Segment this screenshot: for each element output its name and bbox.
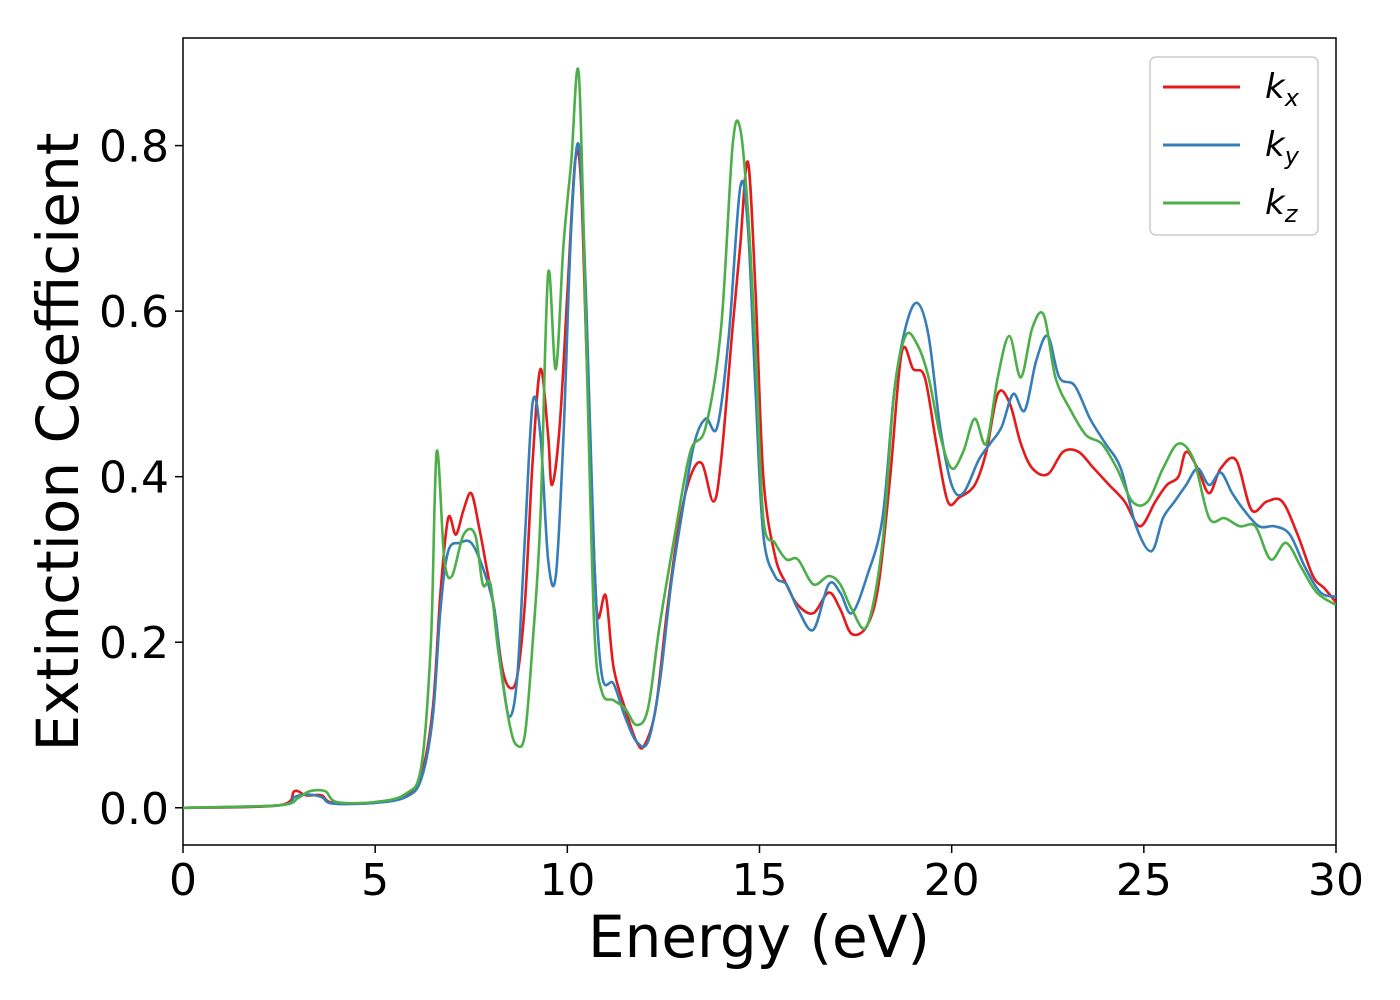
- x-tick-label: 30: [1308, 855, 1364, 906]
- y-axis-label: Extinction Coefficient: [24, 133, 92, 752]
- series-layer: [183, 67, 1336, 810]
- series-line-kz: [183, 67, 1336, 810]
- y-tick-label: 0.0: [99, 784, 169, 835]
- y-axis: 0.0 0.2 0.4 0.6 0.8: [99, 122, 183, 835]
- legend-subscript: z: [1284, 200, 1299, 228]
- x-tick-label: 25: [1116, 855, 1172, 906]
- legend-subscript: y: [1284, 142, 1300, 170]
- x-axis-label: Energy (eV): [588, 903, 930, 971]
- y-tick-label: 0.6: [99, 287, 169, 338]
- series-line-kx: [183, 149, 1336, 810]
- x-tick-label: 0: [169, 855, 197, 906]
- x-tick-label: 20: [924, 855, 980, 906]
- y-tick-label: 0.4: [99, 453, 169, 504]
- x-axis: 0 5 10 15 20 25 30: [169, 845, 1364, 906]
- legend-label-kz: kz: [1265, 183, 1299, 228]
- x-tick-label: 15: [732, 855, 788, 906]
- x-tick-label: 10: [539, 855, 595, 906]
- x-tick-label: 5: [361, 855, 389, 906]
- plot-area: [182, 37, 1337, 846]
- y-tick-label: 0.8: [99, 122, 169, 173]
- y-tick-label: 0.2: [99, 618, 169, 669]
- legend-subscript: x: [1284, 84, 1300, 112]
